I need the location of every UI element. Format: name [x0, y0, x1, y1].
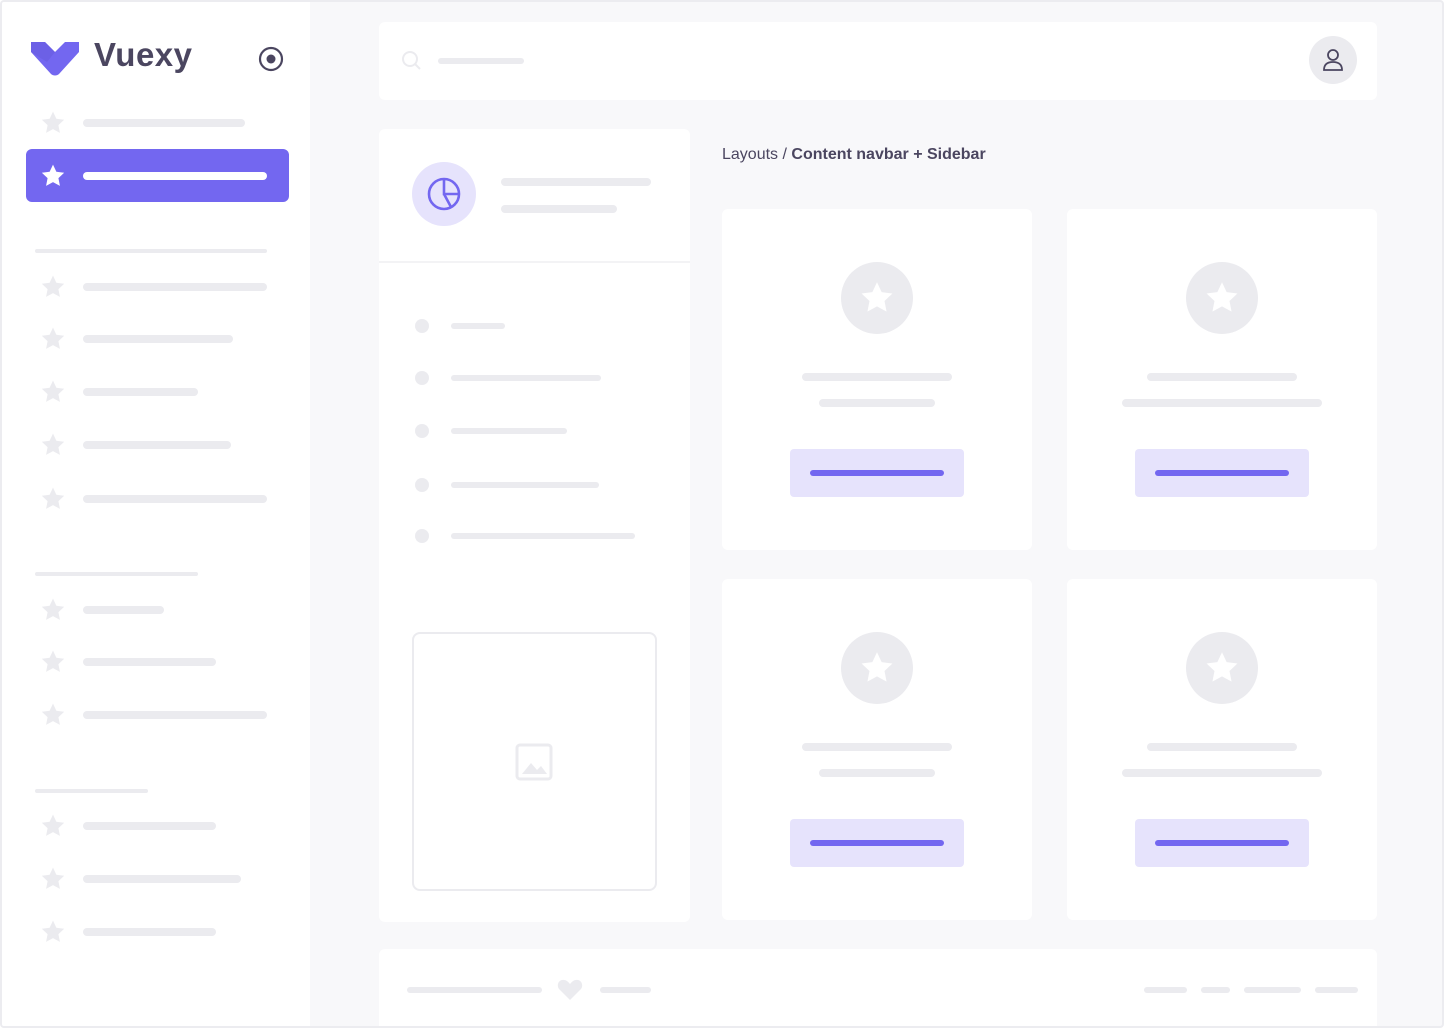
user-icon: [1323, 49, 1343, 71]
star-icon: [40, 163, 66, 189]
button-label-placeholder: [810, 840, 944, 846]
avatar[interactable]: [1309, 36, 1357, 84]
star-icon: [40, 110, 66, 136]
section-header-placeholder: [35, 249, 267, 253]
card-title-placeholder: [802, 743, 952, 751]
subtitle-placeholder: [501, 205, 617, 213]
list-item[interactable]: [451, 323, 505, 329]
list-item[interactable]: [451, 533, 635, 539]
star-icon: [40, 379, 66, 405]
feature-card: [1067, 209, 1377, 550]
list-bullet: [415, 371, 429, 385]
star-icon: [40, 813, 66, 839]
sidebar-item[interactable]: [83, 928, 216, 936]
card-text-placeholder: [1122, 769, 1322, 777]
footer: [379, 949, 1377, 1026]
sidebar-item[interactable]: [83, 388, 198, 396]
star-icon: [40, 702, 66, 728]
content-sidebar: [379, 129, 690, 922]
heart-icon: [557, 979, 583, 1000]
list-bullet: [415, 529, 429, 543]
sidebar-item[interactable]: [83, 119, 245, 127]
card-action-button[interactable]: [1135, 819, 1309, 867]
top-navbar: [379, 22, 1377, 100]
sidebar-item[interactable]: [83, 606, 164, 614]
title-placeholder: [501, 178, 651, 186]
sidebar-item[interactable]: [83, 658, 216, 666]
vuexy-logo-icon: [31, 42, 79, 76]
list-bullet: [415, 319, 429, 333]
star-icon: [40, 326, 66, 352]
image-icon: [515, 743, 553, 781]
card-text-placeholder: [1122, 399, 1322, 407]
breadcrumb-current: Content navbar + Sidebar: [791, 146, 986, 163]
card-action-button[interactable]: [790, 449, 964, 497]
card-avatar: [841, 632, 913, 704]
section-header-placeholder: [35, 572, 198, 576]
card-text-placeholder: [819, 769, 935, 777]
sidebar-item[interactable]: [83, 822, 216, 830]
chart-avatar: [412, 162, 476, 226]
card-title-placeholder: [802, 373, 952, 381]
search-icon[interactable]: [401, 50, 423, 72]
section-header-placeholder: [35, 789, 148, 793]
star-icon: [40, 486, 66, 512]
star-icon: [859, 650, 895, 686]
search-input[interactable]: [438, 58, 524, 64]
sidebar-item[interactable]: [83, 711, 267, 719]
card-title-placeholder: [1147, 373, 1297, 381]
sidebar-item[interactable]: [83, 495, 267, 503]
star-icon: [859, 280, 895, 316]
list-bullet: [415, 478, 429, 492]
card-text-placeholder: [819, 399, 935, 407]
feature-card: [722, 209, 1032, 550]
footer-link[interactable]: [1244, 987, 1301, 993]
feature-card: [1067, 579, 1377, 920]
card-action-button[interactable]: [790, 819, 964, 867]
divider: [379, 261, 690, 263]
sidebar: Vuexy: [2, 2, 310, 1026]
pie-chart-icon: [427, 177, 461, 211]
breadcrumb: Layouts / Content navbar + Sidebar: [722, 146, 986, 164]
footer-link[interactable]: [1144, 987, 1187, 993]
star-icon: [1204, 650, 1240, 686]
star-icon: [40, 274, 66, 300]
list-item[interactable]: [451, 375, 601, 381]
card-title-placeholder: [1147, 743, 1297, 751]
card-avatar: [1186, 262, 1258, 334]
star-icon: [40, 597, 66, 623]
sidebar-item[interactable]: [83, 441, 231, 449]
card-avatar: [841, 262, 913, 334]
brand-name: Vuexy: [94, 36, 193, 73]
button-label-placeholder: [1155, 840, 1289, 846]
radio-circle-icon[interactable]: [258, 46, 284, 72]
star-icon: [40, 649, 66, 675]
list-item[interactable]: [451, 428, 567, 434]
feature-card: [722, 579, 1032, 920]
star-icon: [40, 432, 66, 458]
breadcrumb-separator: /: [782, 146, 787, 163]
sidebar-item[interactable]: [83, 283, 267, 291]
card-avatar: [1186, 632, 1258, 704]
button-label-placeholder: [1155, 470, 1289, 476]
list-item[interactable]: [451, 482, 599, 488]
star-icon: [40, 919, 66, 945]
card-action-button[interactable]: [1135, 449, 1309, 497]
breadcrumb-parent[interactable]: Layouts: [722, 146, 779, 163]
button-label-placeholder: [810, 470, 944, 476]
footer-text-placeholder: [600, 987, 651, 993]
footer-link[interactable]: [1201, 987, 1230, 993]
footer-link[interactable]: [1315, 987, 1358, 993]
list-bullet: [415, 424, 429, 438]
sidebar-item[interactable]: [83, 172, 267, 180]
image-placeholder: [412, 632, 657, 891]
sidebar-item[interactable]: [83, 875, 241, 883]
footer-text-placeholder: [407, 987, 542, 993]
star-icon: [40, 866, 66, 892]
sidebar-item[interactable]: [83, 335, 233, 343]
star-icon: [1204, 280, 1240, 316]
